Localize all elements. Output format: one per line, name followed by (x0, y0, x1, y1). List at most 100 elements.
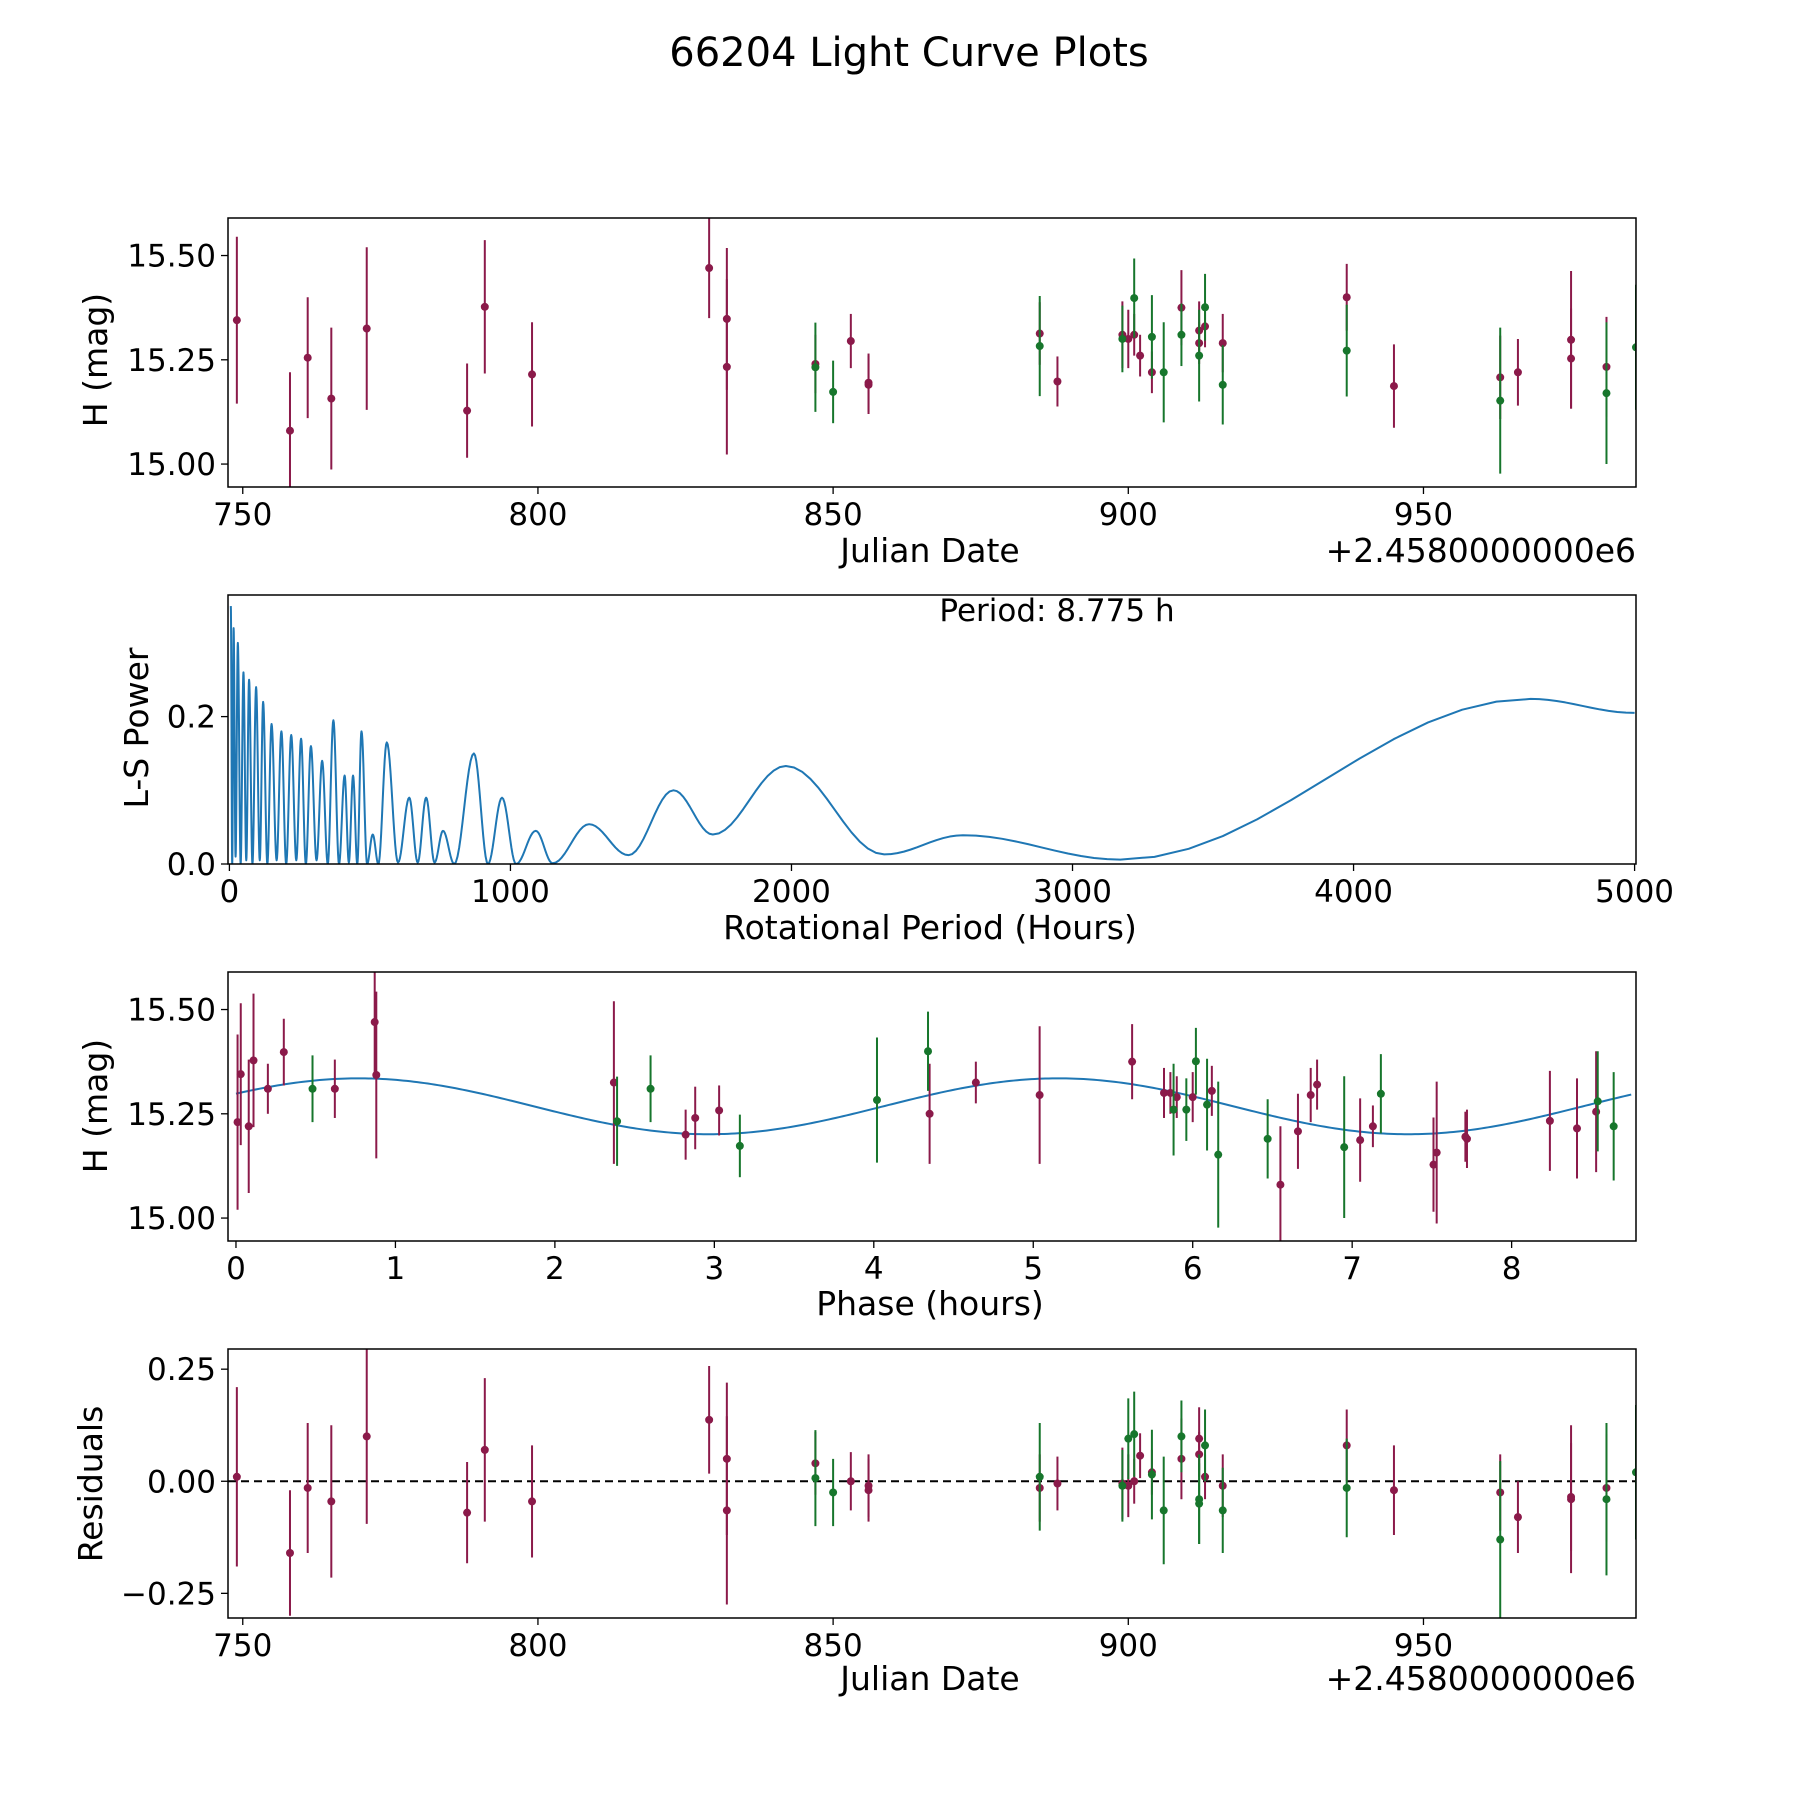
residuals-axes: 750 800 850 900 950 −0.25 0.00 0.25 (121, 1348, 1637, 1664)
lightcurve-marker (1130, 294, 1139, 303)
lightcurve-point (1632, 284, 1636, 410)
phased-marker (1276, 1180, 1285, 1189)
periodogram-line (229, 606, 1635, 864)
lightcurve-ytick-label: 15.00 (127, 447, 216, 483)
residuals-point (705, 1366, 714, 1474)
phased-point (1160, 1067, 1169, 1118)
phased-marker (1035, 1091, 1044, 1100)
phased-point (691, 1086, 700, 1150)
phased-plot-area (233, 972, 1632, 1241)
phased-xtick-label: 4 (864, 1251, 884, 1287)
residuals-plot-area (228, 1349, 1636, 1618)
residuals-marker (1035, 1472, 1044, 1481)
phased-point (1609, 1072, 1618, 1181)
phased-point (1166, 1072, 1175, 1114)
residuals-point (1124, 1398, 1133, 1480)
lightcurve-xtick-label: 850 (804, 497, 863, 533)
residuals-point (1496, 1461, 1505, 1618)
phased-xtick-label: 8 (1502, 1251, 1522, 1287)
periodogram-xtick-label: 5000 (1595, 874, 1674, 910)
lightcurve-offset-text: +2.4580000000e6 (1326, 531, 1636, 570)
residuals-point (1035, 1422, 1044, 1531)
residuals-xtick-label: 750 (213, 1628, 272, 1664)
lightcurve-marker (1342, 346, 1351, 355)
residuals-point (1218, 1467, 1227, 1553)
residuals-point (303, 1422, 312, 1553)
phased-point (609, 1001, 618, 1164)
phased-marker (1368, 1122, 1377, 1131)
residuals-marker (1136, 1451, 1145, 1460)
phased-point (1376, 1054, 1385, 1134)
phased-point (249, 993, 258, 1128)
phased-marker (1462, 1134, 1471, 1143)
lightcurve-marker (362, 324, 371, 333)
phased-point (263, 1063, 272, 1114)
phased-point (1188, 1072, 1197, 1123)
phased-point (925, 1063, 934, 1164)
residuals-point (480, 1378, 489, 1522)
lightcurve-point (722, 279, 731, 455)
residuals-marker (1159, 1506, 1168, 1515)
periodogram-plot-area (229, 606, 1635, 864)
phased-marker (1169, 1105, 1178, 1114)
residuals-marker (1513, 1513, 1522, 1522)
lightcurve-marker (232, 316, 241, 325)
lightcurve-point (829, 360, 838, 424)
lightcurve-point (1053, 356, 1062, 407)
lightcurve-marker (1218, 380, 1227, 389)
residuals-xlabel: Julian Date (838, 1659, 1020, 1698)
periodogram-axes: 0 1000 2000 3000 4000 5000 0.0 0.2 (167, 594, 1674, 910)
lightcurve-marker (1602, 389, 1611, 398)
phased-point (1432, 1081, 1441, 1224)
phased-xlabel: Phase (hours) (816, 1284, 1044, 1323)
phased-marker (735, 1141, 744, 1150)
residuals-frame (227, 1348, 1637, 1619)
residuals-marker (285, 1548, 294, 1557)
lightcurve-marker (1567, 354, 1576, 363)
residuals-point (327, 1425, 336, 1578)
lightcurve-ytick-label: 15.50 (127, 239, 216, 275)
lightcurve-marker (722, 362, 731, 371)
phased-marker (613, 1117, 622, 1126)
residuals-point (1053, 1456, 1062, 1511)
phased-point (1035, 1026, 1044, 1164)
lightcurve-point (1602, 322, 1611, 465)
phased-marker (1203, 1100, 1212, 1109)
residuals-point (1118, 1449, 1127, 1522)
lightcurve-point (1218, 345, 1227, 425)
phased-marker (715, 1106, 724, 1115)
phased-point (330, 1059, 339, 1118)
lightcurve-point (864, 355, 873, 415)
residuals-marker (1602, 1495, 1611, 1504)
phased-marker (925, 1109, 934, 1118)
lightcurve-axes: 750 800 850 900 950 15.00 15.25 15.50 (127, 217, 1637, 533)
phased-marker (872, 1096, 881, 1105)
residuals-point (1195, 1463, 1204, 1545)
periodogram-xlabel: Rotational Period (Hours) (723, 908, 1137, 947)
phased-marker (1263, 1134, 1272, 1143)
lightcurve-point (480, 240, 489, 374)
residuals-point (1602, 1422, 1611, 1576)
phased-point (1368, 1105, 1377, 1148)
residuals-marker (1195, 1499, 1204, 1508)
phased-point (971, 1061, 980, 1104)
residuals-point (1147, 1429, 1156, 1520)
lightcurve-marker (1053, 377, 1062, 386)
lightcurve-point (327, 327, 336, 470)
lightcurve-point (811, 322, 820, 412)
lightcurve-point (463, 363, 472, 458)
phased-point (1276, 1126, 1285, 1241)
lightcurve-point (232, 236, 241, 404)
residuals-marker (528, 1497, 537, 1506)
lightcurve-point (1035, 295, 1044, 397)
phased-marker (249, 1056, 258, 1065)
lightcurve-xtick-label: 800 (508, 497, 567, 533)
phased-point (1207, 1065, 1216, 1116)
lightcurve-marker (463, 406, 472, 415)
lightcurve-marker (811, 363, 820, 372)
lightcurve-point (1567, 308, 1576, 409)
phased-marker (1166, 1088, 1175, 1097)
residuals-marker (846, 1477, 855, 1486)
period-annotation: Period: 8.775 h (939, 593, 1174, 629)
